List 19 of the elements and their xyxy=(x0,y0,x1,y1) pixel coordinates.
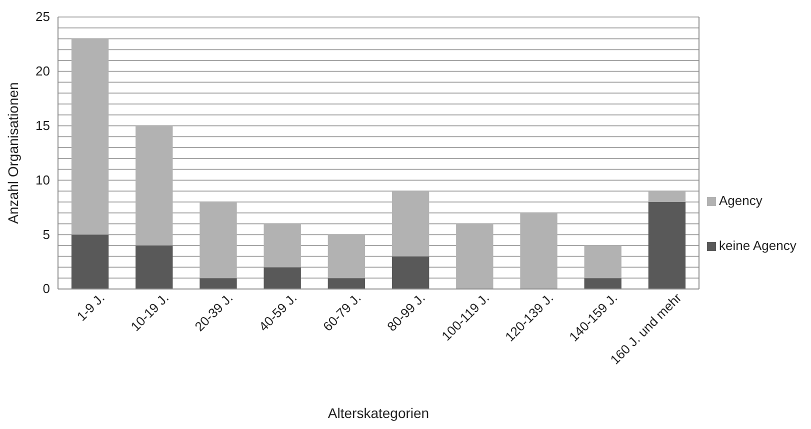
y-tick-label: 0 xyxy=(42,281,50,296)
bar xyxy=(136,245,173,289)
legend-label: Agency xyxy=(719,193,763,208)
legend-label: keine Agency xyxy=(719,238,797,253)
bar xyxy=(200,278,237,289)
x-tick-label: 1-9 J. xyxy=(74,290,108,324)
y-tick-label: 15 xyxy=(36,118,50,133)
bar xyxy=(392,256,430,289)
bar xyxy=(264,267,301,289)
y-tick-label: 5 xyxy=(42,226,50,242)
y-tick-label: 10 xyxy=(36,172,50,188)
bar xyxy=(71,234,109,289)
y-tick-label: 25 xyxy=(36,9,50,24)
y-axis-title: Anzahl Organisationen xyxy=(5,82,21,224)
bar xyxy=(584,278,622,289)
x-axis-title: Alterskategorien xyxy=(328,405,430,421)
y-tick-label: 20 xyxy=(36,64,50,79)
bar xyxy=(648,202,686,289)
bar xyxy=(328,278,366,289)
